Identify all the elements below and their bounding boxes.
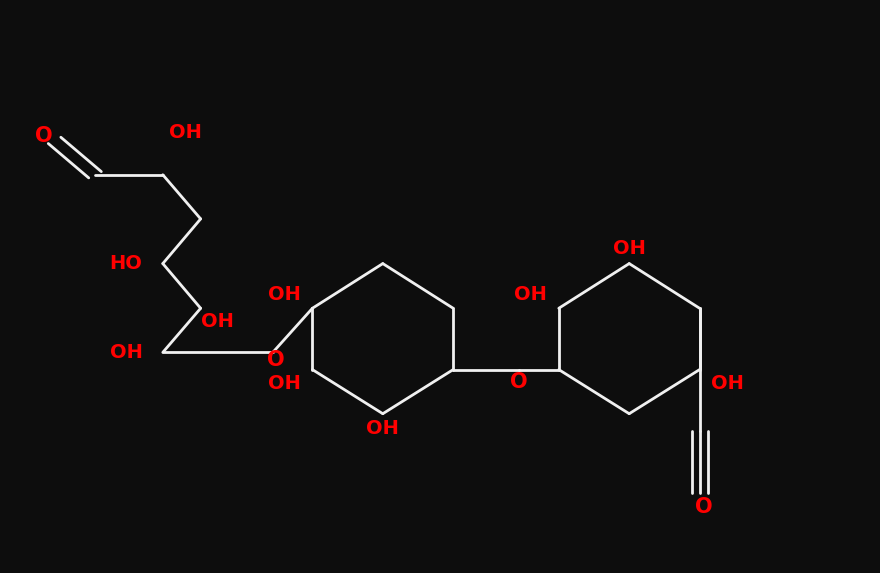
Text: O: O (510, 372, 528, 393)
Text: O: O (35, 126, 53, 146)
Text: OH: OH (366, 419, 400, 438)
Text: HO: HO (110, 254, 143, 273)
Text: OH: OH (711, 374, 744, 393)
Text: O: O (267, 350, 284, 370)
Text: OH: OH (268, 285, 301, 304)
Text: OH: OH (612, 239, 646, 258)
Text: OH: OH (110, 343, 143, 362)
Text: OH: OH (169, 123, 202, 142)
Text: OH: OH (515, 285, 547, 304)
Text: OH: OH (268, 374, 301, 393)
Text: O: O (695, 497, 713, 517)
Text: OH: OH (201, 312, 233, 331)
